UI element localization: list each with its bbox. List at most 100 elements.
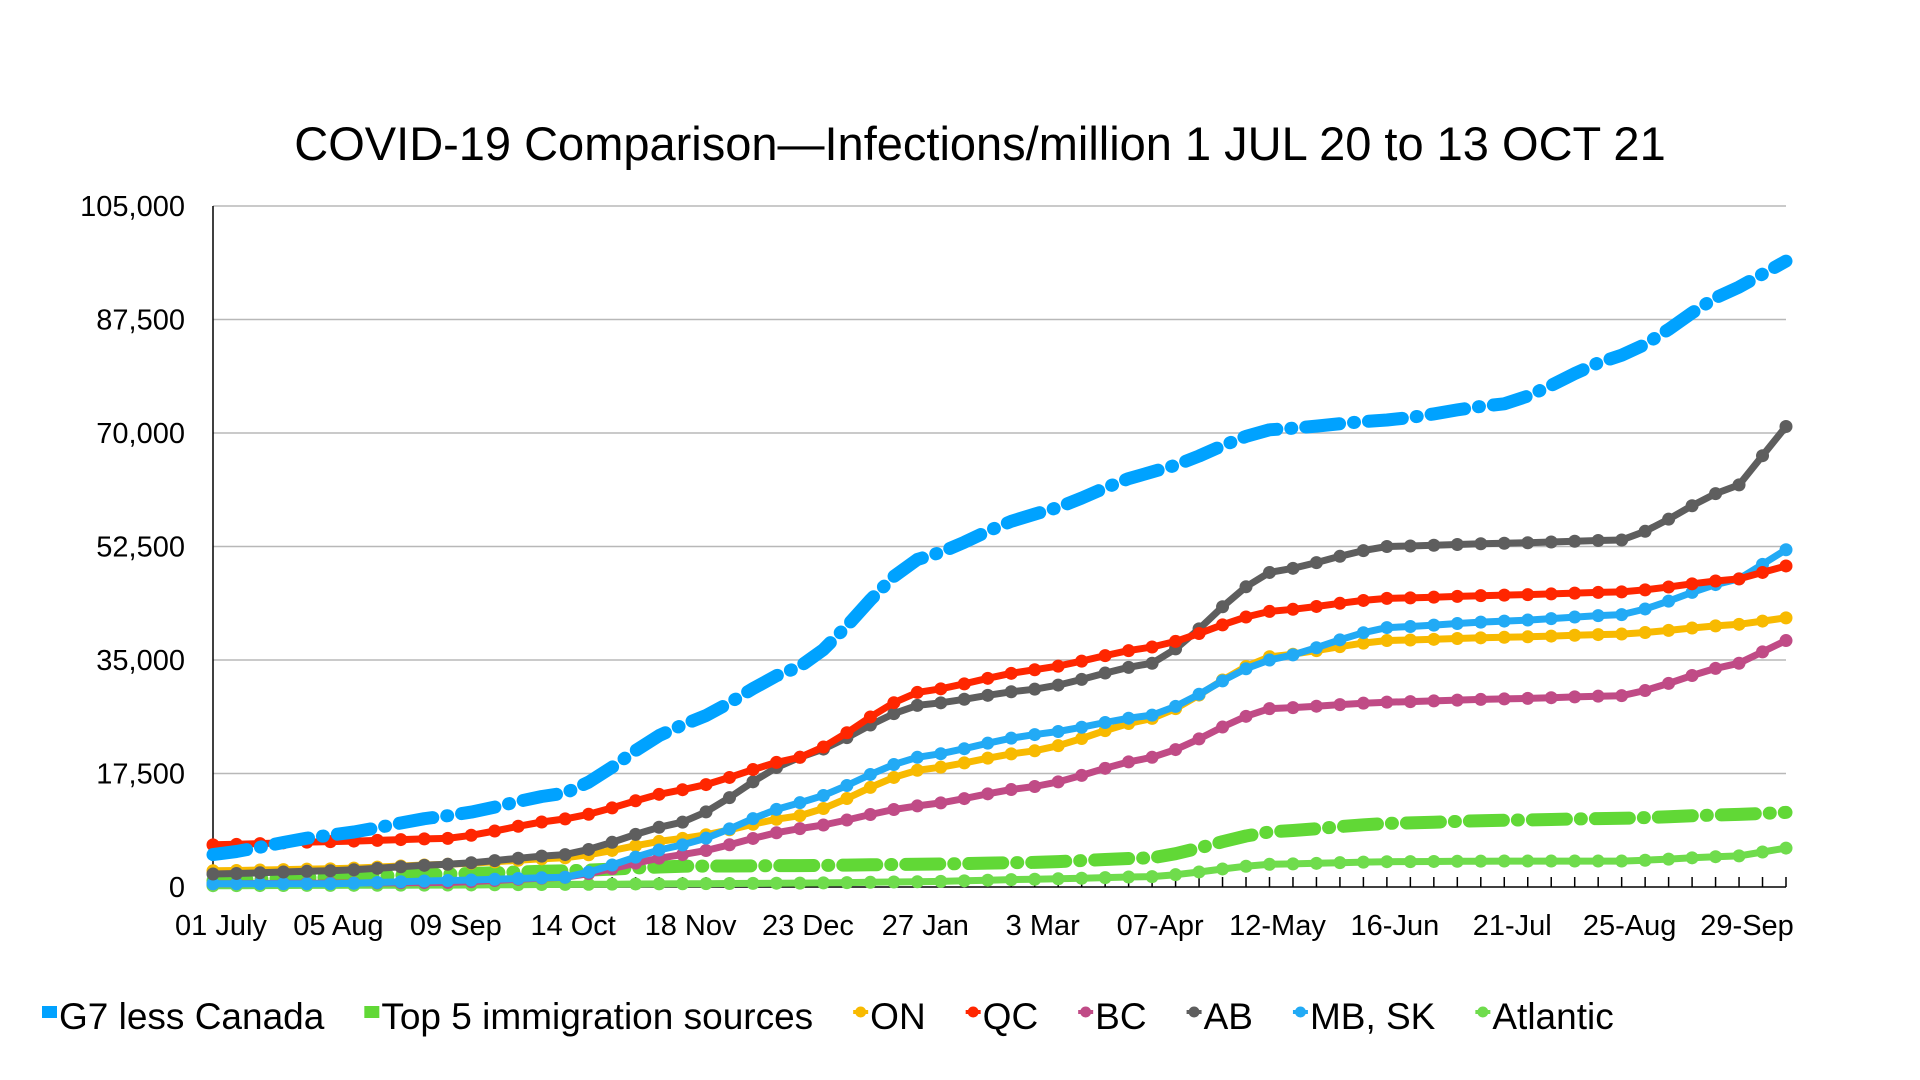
data-point — [1403, 855, 1417, 869]
data-point — [1638, 602, 1652, 616]
data-point — [863, 808, 877, 822]
data-point — [1004, 685, 1018, 699]
data-point — [1709, 661, 1723, 675]
data-point — [1450, 537, 1464, 551]
data-point — [1662, 512, 1676, 526]
data-point — [1591, 585, 1605, 599]
data-point — [1779, 559, 1793, 573]
data-point — [1192, 687, 1206, 701]
series-line — [206, 805, 1793, 887]
data-point — [1450, 854, 1464, 868]
data-point — [441, 831, 455, 845]
data-point — [1497, 692, 1511, 706]
data-point — [417, 874, 431, 888]
data-point — [676, 877, 690, 891]
data-point — [582, 877, 596, 891]
data-point — [676, 838, 690, 852]
data-point — [863, 780, 877, 794]
data-point — [605, 877, 619, 891]
data-point — [1568, 534, 1582, 548]
data-point — [629, 794, 643, 808]
data-point — [347, 863, 361, 877]
data-point — [816, 801, 830, 815]
data-point — [1216, 720, 1230, 734]
data-point — [1662, 580, 1676, 594]
data-point — [1192, 865, 1206, 879]
data-point — [1615, 608, 1629, 622]
data-point — [981, 688, 995, 702]
series-ab — [206, 420, 1793, 881]
data-point — [1427, 632, 1441, 646]
series-top-5-immigration-sources — [206, 805, 1793, 887]
data-point — [1356, 593, 1370, 607]
data-point — [1028, 663, 1042, 677]
data-point — [1685, 621, 1699, 635]
legend-item: AB — [1186, 996, 1253, 1037]
data-point — [934, 796, 948, 810]
legend-swatch-marker — [855, 1006, 867, 1018]
data-point — [887, 757, 901, 771]
data-point — [1333, 549, 1347, 563]
data-point — [723, 822, 737, 836]
data-point — [1051, 725, 1065, 739]
series-qc — [206, 559, 1793, 852]
data-point — [1286, 602, 1300, 616]
series-line — [212, 424, 1789, 878]
data-point — [1028, 682, 1042, 696]
data-point — [1262, 604, 1276, 618]
data-point — [1497, 588, 1511, 602]
x-tick-label: 01 July — [175, 910, 267, 942]
data-point — [605, 835, 619, 849]
data-point — [793, 750, 807, 764]
data-point — [723, 770, 737, 784]
data-point — [910, 763, 924, 777]
data-point — [582, 842, 596, 856]
data-point — [1427, 538, 1441, 552]
data-point — [1497, 854, 1511, 868]
data-point — [1756, 449, 1770, 463]
data-point — [1122, 755, 1136, 769]
data-point — [1286, 857, 1300, 871]
x-axis: 01 July 05 Aug 09 Sep 14 Oct 18 Nov 23 Dec 27 … — [175, 877, 1794, 942]
y-tick-label: 52,500 — [96, 532, 185, 564]
data-point — [1450, 617, 1464, 631]
legend-item: MB, SK — [1292, 996, 1436, 1037]
data-point — [464, 873, 478, 887]
data-point — [746, 812, 760, 826]
data-point — [417, 832, 431, 846]
legend-item: ON — [853, 996, 926, 1037]
data-point — [1685, 499, 1699, 513]
data-point — [1709, 850, 1723, 864]
data-point — [1122, 870, 1136, 884]
data-point — [558, 812, 572, 826]
data-point — [981, 751, 995, 765]
data-point — [934, 760, 948, 774]
data-point — [957, 874, 971, 888]
data-point — [300, 864, 314, 878]
data-point — [1075, 672, 1089, 686]
data-point — [723, 791, 737, 805]
data-point — [1145, 640, 1159, 654]
data-point — [1004, 747, 1018, 761]
data-point — [1521, 613, 1535, 627]
data-point — [816, 818, 830, 832]
data-point — [394, 860, 408, 874]
legend-swatch — [42, 1006, 57, 1018]
data-point — [746, 763, 760, 777]
legend-swatch-marker — [967, 1006, 979, 1018]
data-point — [276, 865, 290, 879]
data-point — [1638, 524, 1652, 538]
data-point — [1286, 561, 1300, 575]
data-point — [1075, 720, 1089, 734]
data-point — [1756, 645, 1770, 659]
legend-label: QC — [983, 996, 1039, 1037]
data-point — [1122, 660, 1136, 674]
data-point — [746, 876, 760, 890]
data-point — [1333, 698, 1347, 712]
data-point — [1591, 628, 1605, 642]
data-point — [1098, 761, 1112, 775]
data-point — [1051, 739, 1065, 753]
data-point — [1356, 544, 1370, 558]
data-point — [1075, 871, 1089, 885]
data-point — [699, 831, 713, 845]
